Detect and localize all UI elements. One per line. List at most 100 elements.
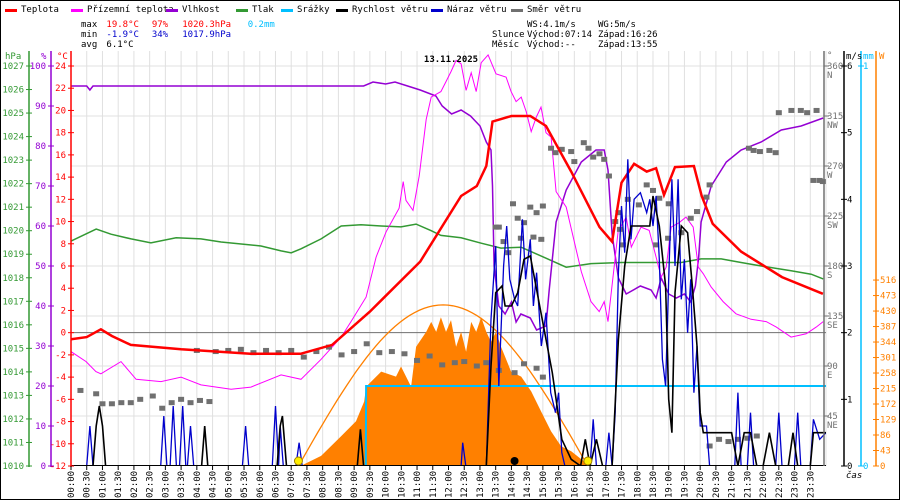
time-tick-label: 03:00	[161, 471, 171, 498]
wind-direction-point	[643, 182, 650, 188]
wind-direction-point	[725, 439, 732, 445]
temperature-line	[71, 114, 824, 356]
temperature-tick-label: -8	[55, 418, 66, 428]
wind-direction-point	[804, 110, 811, 116]
solar-tick-label: 129	[880, 416, 896, 426]
wind-direction-compass-label: S	[827, 271, 832, 281]
sunset-time: Západ:16:26	[598, 30, 658, 40]
time-tick-label: 16:00	[570, 471, 580, 498]
wind-direction-compass-label: SE	[827, 321, 838, 331]
legend-swatch	[336, 8, 348, 12]
humidity-tick-label: 80	[35, 142, 46, 152]
humidity-tick-label: 10	[35, 422, 46, 432]
wind-direction-point	[819, 179, 826, 185]
temperature-tick-label: -2	[55, 351, 66, 361]
time-tick-label: 11:30	[429, 471, 439, 498]
wind-direction-point	[414, 357, 421, 363]
wind-direction-point	[127, 400, 134, 406]
wind-direction-tick-label: 180	[827, 262, 843, 272]
humidity-tick-label: 40	[35, 302, 46, 312]
wind-direction-point	[649, 187, 656, 193]
time-tick-label: 21:30	[743, 471, 753, 498]
wind-direction-point	[788, 107, 795, 113]
time-tick-label: 18:00	[633, 471, 643, 498]
wind-direction-point	[376, 350, 383, 356]
time-tick-label: 00:30	[83, 471, 93, 498]
moonrise-time: Východ:--	[527, 40, 576, 50]
wind-speed-info: WS:4.1m/s	[527, 20, 576, 30]
wind-speed-tick-label: 1	[847, 395, 852, 405]
legend-label: Teplota	[21, 5, 59, 15]
wind-direction-point	[108, 401, 115, 407]
max-rain: 0.2mm	[247, 20, 275, 30]
pressure-tick-label: 1014	[2, 368, 24, 378]
wind-direction-point	[750, 147, 757, 153]
wind-direction-point	[694, 209, 701, 215]
wind-speed-tick-label: 0	[847, 462, 852, 472]
legend-item: Srážky	[281, 5, 330, 15]
legend-label: Vlhkost	[182, 5, 220, 15]
wind-direction-point	[426, 353, 433, 359]
sunrise-time: Východ:07:14	[527, 30, 593, 40]
temperature-tick-label: 2	[61, 306, 66, 316]
wind-direction-point	[237, 346, 244, 352]
wind-direction-point	[388, 349, 395, 355]
time-tick-label: 19:00	[665, 471, 675, 498]
humidity-tick-label: 90	[35, 102, 46, 112]
wind-direction-point	[159, 405, 166, 411]
legend-swatch	[431, 8, 443, 12]
time-axis-label: čas	[846, 470, 862, 481]
rain-tick-label: 1	[863, 62, 868, 72]
wind-direction-point	[439, 362, 446, 368]
wind-direction-point	[548, 145, 555, 151]
solar-radiation-area	[300, 317, 592, 466]
wind-direction-point	[168, 400, 175, 406]
time-tick-label: 13:00	[476, 471, 486, 498]
wind-direction-point	[620, 242, 627, 248]
temperature-tick-label: 4	[61, 284, 66, 294]
wind-direction-point	[351, 349, 358, 355]
pressure-line	[71, 223, 824, 280]
time-tick-label: 04:30	[209, 471, 219, 498]
wind-direction-point	[571, 159, 578, 165]
legend-swatch	[511, 8, 523, 12]
stats-min: min -1.9°C 34% 1017.9hPa	[81, 30, 231, 40]
stats-max-label: max	[81, 20, 98, 30]
wind-direction-point	[753, 433, 760, 439]
pressure-tick-label: 1013	[2, 391, 24, 401]
legend-label: Přízemní teplota	[87, 5, 174, 15]
pressure-tick-label: 1023	[2, 156, 24, 166]
temperature-tick-label: 14	[55, 173, 66, 183]
wind-direction-point	[539, 203, 546, 209]
wind-direction-point	[187, 400, 194, 406]
humidity-tick-label: 60	[35, 222, 46, 232]
wind-direction-point	[288, 347, 295, 353]
pressure-tick-label: 1024	[2, 133, 24, 143]
time-tick-label: 08:30	[334, 471, 344, 498]
stats-avg-label: avg	[81, 40, 98, 50]
temperature-tick-label: 6	[61, 262, 66, 272]
temperature-tick-label: 20	[55, 106, 66, 116]
wind-direction-point	[756, 149, 763, 155]
apparent-temperature-line	[71, 53, 824, 390]
time-tick-label: 23:30	[806, 471, 816, 498]
wind-direction-point	[703, 194, 710, 200]
sunset-marker	[583, 456, 593, 466]
moonset-time: Západ:13:55	[598, 40, 658, 50]
wind-direction-point	[99, 401, 106, 407]
wind-direction-point	[615, 210, 622, 216]
wind-direction-point	[775, 110, 782, 116]
time-tick-label: 23:00	[791, 471, 801, 498]
temperature-axis-label: °C	[57, 52, 68, 62]
time-tick-label: 22:30	[775, 471, 785, 498]
wind-direction-point	[706, 443, 713, 449]
wind-direction-point	[656, 195, 663, 201]
wind-direction-point	[509, 201, 516, 207]
wind-direction-compass-label: SW	[827, 221, 838, 231]
time-tick-label: 18:30	[649, 471, 659, 498]
temperature-tick-label: 16	[55, 151, 66, 161]
time-tick-label: 07:30	[303, 471, 313, 498]
wind-speed-tick-label: 4	[847, 195, 852, 205]
time-tick-label: 03:30	[177, 471, 187, 498]
